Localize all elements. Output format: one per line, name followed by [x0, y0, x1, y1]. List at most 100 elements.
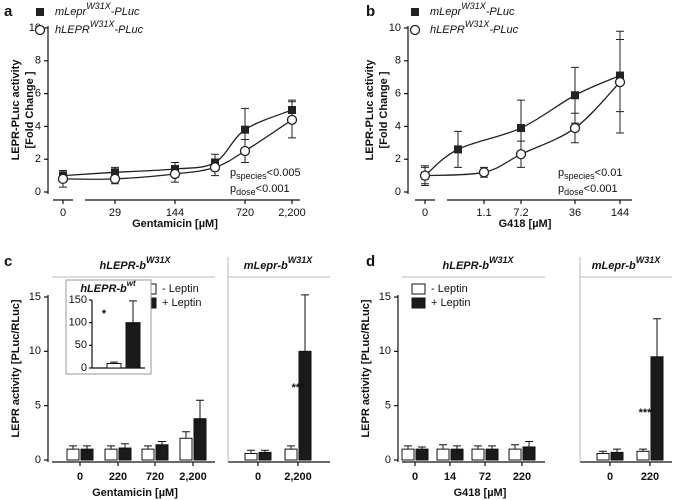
x-tick-label: 720	[236, 207, 254, 219]
error-bar	[418, 446, 426, 450]
bar	[485, 448, 499, 461]
y-axis-label: [Fold Change ]	[378, 71, 390, 148]
bar	[80, 448, 94, 461]
y-tick-label: 5	[385, 400, 391, 412]
bar	[258, 451, 272, 461]
text-part: hLEPR-b	[80, 283, 127, 295]
y-tick-label: 5	[35, 400, 41, 412]
point	[419, 170, 431, 181]
text-part: <0.01	[595, 167, 623, 179]
inset-y-tick-label: 100	[69, 317, 87, 329]
y-axis-label: [Fold Change ]	[24, 71, 36, 148]
y-tick-label: 8	[395, 55, 401, 67]
bar	[508, 448, 522, 461]
inset-y-tick-label: 50	[75, 339, 87, 351]
error-bar	[144, 445, 152, 450]
error-bar	[287, 445, 295, 450]
y-tick-label: 10	[389, 22, 401, 34]
bar	[104, 448, 118, 461]
text-part: dose	[236, 187, 256, 197]
bar	[596, 452, 610, 461]
error-bar	[474, 445, 482, 450]
point	[111, 168, 119, 177]
error-bar	[261, 449, 269, 453]
error-bar	[107, 445, 115, 450]
point	[286, 114, 298, 125]
x-tick-label: 0	[60, 207, 66, 219]
text-part: p	[558, 167, 564, 179]
x-tick-label: 0	[77, 471, 83, 483]
y-axis-label: LEPR-PLuc activity	[364, 59, 376, 161]
legend-marker	[411, 8, 419, 16]
x-tick-label: 2,200	[284, 471, 312, 483]
error-bar	[453, 445, 461, 450]
x-axis-label: G418 [µM]	[499, 218, 552, 230]
bar	[298, 350, 312, 461]
point	[614, 76, 626, 88]
bar	[415, 448, 429, 461]
text-part: W31X	[90, 19, 116, 29]
bar	[118, 447, 132, 461]
x-tick-label: 0	[422, 207, 428, 219]
legend-swatch	[411, 283, 426, 295]
legend-label: hLEPRW31X-PLuc	[430, 19, 519, 36]
panel-letter: d	[366, 253, 375, 270]
y-tick-label: 6	[395, 88, 401, 100]
x-tick-label: 7.2	[513, 207, 528, 219]
x-axis-label: Gentamicin [µM]	[92, 487, 178, 499]
point	[569, 122, 581, 134]
y-axis-label: LEPR activity [PLuc/RLuc]	[10, 299, 22, 437]
y-tick-label: 10	[29, 345, 41, 357]
point	[169, 168, 181, 180]
text-part: W31X	[465, 19, 491, 29]
text-part: -PLuc	[111, 6, 140, 18]
text-part: -PLuc	[489, 24, 518, 36]
point	[454, 145, 462, 154]
bar	[244, 452, 258, 461]
panel-letter: b	[366, 3, 375, 20]
text-part: mLepr	[55, 6, 88, 18]
x-tick-label: 220	[513, 471, 531, 483]
y-tick-label: 0	[395, 186, 401, 198]
panel-letter: c	[4, 253, 12, 270]
error-bar	[196, 399, 204, 419]
bar	[141, 448, 155, 461]
text-part: hLEPR-b	[100, 260, 147, 272]
annotation: pspecies<0.01	[558, 167, 622, 181]
x-tick-label: 2,200	[179, 471, 207, 483]
error-bar	[129, 300, 137, 323]
x-tick-label: 36	[569, 207, 581, 219]
point	[209, 162, 221, 173]
bar	[155, 444, 169, 461]
text-part: hLEPR-b	[443, 260, 490, 272]
annotation: pspecies<0.005	[230, 167, 301, 181]
legend-label: mLeprW31X-PLuc	[55, 1, 140, 18]
panel-title: mLepr-bW31X	[592, 255, 662, 272]
text-part: hLEPR	[55, 24, 90, 36]
text-part: <0.001	[256, 183, 290, 195]
error-bar	[525, 441, 533, 447]
bar	[179, 437, 193, 461]
inset-bar	[125, 322, 141, 369]
bar	[636, 450, 650, 461]
annotation: pdose<0.001	[230, 183, 290, 197]
bar	[522, 446, 536, 461]
error-bar	[653, 318, 661, 357]
bar	[610, 451, 624, 461]
point	[616, 71, 624, 80]
text-part: species	[236, 171, 267, 181]
error-bar	[613, 448, 621, 453]
point	[517, 124, 525, 133]
error-bar	[182, 431, 190, 439]
inset-annotation: *	[102, 308, 107, 320]
text-part: mLepr	[430, 6, 463, 18]
x-tick-label: 720	[146, 471, 164, 483]
error-bar	[83, 445, 91, 450]
point	[57, 173, 69, 185]
error-bar	[121, 443, 129, 449]
text-part: mLepr-b	[244, 260, 288, 272]
text-part: W31X	[636, 255, 662, 265]
y-tick-label: 6	[35, 88, 41, 100]
y-tick-label: 2	[35, 153, 41, 165]
annotation: pdose<0.001	[558, 183, 618, 197]
